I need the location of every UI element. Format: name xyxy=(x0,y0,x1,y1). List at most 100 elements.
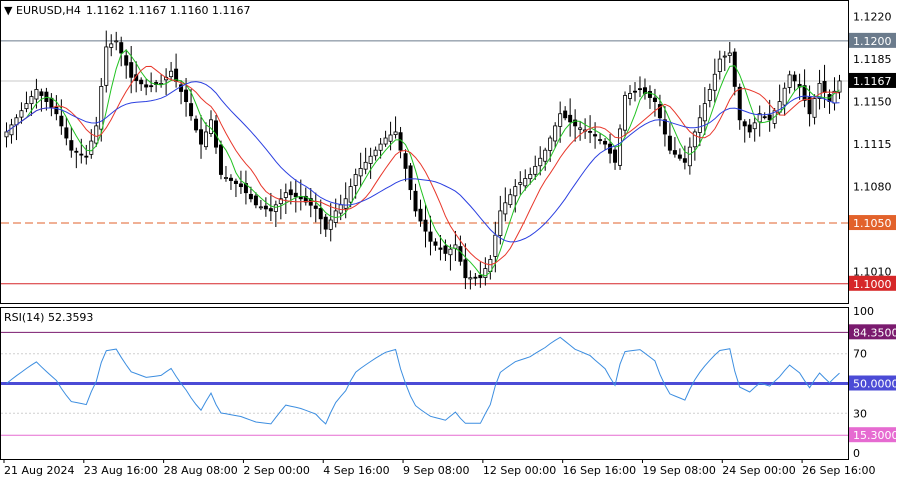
candle-bull xyxy=(169,70,174,78)
current-price-tag-bg xyxy=(849,72,896,88)
x-tick-label: 28 Aug 08:00 xyxy=(164,464,238,477)
candle-bull xyxy=(548,137,553,151)
candle-bull xyxy=(468,277,473,280)
candle-bear xyxy=(667,135,672,151)
current-price-tag: 1.1167 xyxy=(853,75,892,88)
candle-bear xyxy=(323,216,328,230)
rsi-tick-label: 30 xyxy=(853,407,867,420)
candle-bull xyxy=(204,131,209,148)
level-tag-0-bg xyxy=(849,32,896,48)
candle-bull xyxy=(528,174,533,180)
candle-bull xyxy=(757,113,762,123)
candle-bull xyxy=(273,204,278,212)
candle-bull xyxy=(448,248,453,256)
candle-bull xyxy=(258,206,263,209)
axis-layer: 1.1220 1.1185 1.1150 1.1115 1.1080 1.1010 1.12… xyxy=(3,11,899,477)
candle-bear xyxy=(662,119,667,135)
candle-bear xyxy=(762,116,767,119)
candle-bear xyxy=(218,144,223,175)
x-tick-label: 12 Sep 00:00 xyxy=(483,464,556,477)
candle-bear xyxy=(129,62,134,78)
candle-bear xyxy=(632,90,637,93)
ohlc-label: 1.1162 1.1167 1.1160 1.1167 xyxy=(86,4,250,17)
candle-bear xyxy=(563,110,568,119)
candle-bear xyxy=(238,183,243,188)
rsi-tick-label: 70 xyxy=(853,348,867,361)
candle-bear xyxy=(613,149,618,163)
candle-bull xyxy=(373,149,378,157)
candle-bull xyxy=(159,82,164,85)
candle-bull xyxy=(383,137,388,145)
candle-bull xyxy=(483,268,488,278)
price-tick-label: 1.1150 xyxy=(853,96,892,109)
level-tag-1: 1.1050 xyxy=(853,217,892,230)
candle-bear xyxy=(802,85,807,101)
candle-bull xyxy=(558,113,563,127)
candle-bear xyxy=(433,241,438,246)
candle-bull xyxy=(109,43,114,48)
price-tick-label: 1.1080 xyxy=(853,181,892,194)
x-tick-label: 2 Sep 00:00 xyxy=(243,464,309,477)
dropdown-triangle-icon[interactable]: ▼ xyxy=(4,4,13,17)
candle-bull xyxy=(19,110,24,118)
candle-bear xyxy=(608,143,613,154)
candle-bull xyxy=(623,95,628,131)
candle-bear xyxy=(253,195,258,206)
candle-bear xyxy=(418,208,423,222)
candle-bear xyxy=(463,259,468,279)
candle-bull xyxy=(493,234,498,257)
x-tick-label: 4 Sep 16:00 xyxy=(323,464,389,477)
rsi-level-tag-1: 50.0000 xyxy=(853,378,899,391)
rsi-tick-label: 0 xyxy=(853,447,860,460)
candle-bear xyxy=(568,114,573,123)
rsi-header-label: RSI(14) 52.3593 xyxy=(4,311,93,324)
candle-bull xyxy=(727,52,732,56)
candle-bear xyxy=(59,115,64,127)
rsi-level-tag-0: 84.3500 xyxy=(853,326,899,339)
ma-line-1 xyxy=(6,49,840,277)
candle-bear xyxy=(478,274,483,279)
candle-bull xyxy=(618,128,623,166)
candle-bull xyxy=(89,140,94,155)
candle-bear xyxy=(64,127,69,139)
candle-bull xyxy=(782,87,787,106)
candle-bull xyxy=(503,202,508,215)
candle-bull xyxy=(99,86,104,130)
candle-bull xyxy=(508,194,513,206)
candle-bull xyxy=(498,210,503,236)
candle-bear xyxy=(767,114,772,121)
candle-bear xyxy=(189,103,194,117)
candle-bull xyxy=(752,122,757,130)
level-tag-2: 1.1000 xyxy=(853,278,892,291)
candle-bear xyxy=(248,193,253,200)
level-tag-0: 1.1200 xyxy=(853,35,892,48)
candle-bear xyxy=(792,74,797,82)
candle-bull xyxy=(533,165,538,175)
candle-bull xyxy=(707,89,712,101)
candle-bear xyxy=(672,150,677,155)
candle-bull xyxy=(209,119,214,134)
candle-bear xyxy=(184,89,189,102)
candle-bull xyxy=(104,46,109,86)
candle-bull xyxy=(578,127,583,130)
candle-bull xyxy=(343,198,348,209)
candle-bull xyxy=(368,155,373,164)
candle-bull xyxy=(29,96,34,105)
candle-bear xyxy=(647,91,652,98)
candle-bull xyxy=(817,82,822,99)
candle-bear xyxy=(682,158,687,163)
candle-bear xyxy=(84,155,89,158)
candle-bear xyxy=(54,106,59,115)
x-tick-label: 21 Aug 2024 xyxy=(4,464,74,477)
candle-bear xyxy=(268,208,273,212)
x-tick-label: 19 Sep 08:00 xyxy=(642,464,715,477)
x-tick-label: 16 Sep 16:00 xyxy=(563,464,636,477)
candle-bear xyxy=(79,153,84,156)
candle-bear xyxy=(443,245,448,254)
candle-bear xyxy=(313,205,318,209)
candle-bear xyxy=(179,84,184,92)
candle-bull xyxy=(812,98,817,118)
price-tick-label: 1.1010 xyxy=(853,266,892,279)
candle-bull xyxy=(692,131,697,148)
level-tag-1-bg xyxy=(849,215,896,231)
